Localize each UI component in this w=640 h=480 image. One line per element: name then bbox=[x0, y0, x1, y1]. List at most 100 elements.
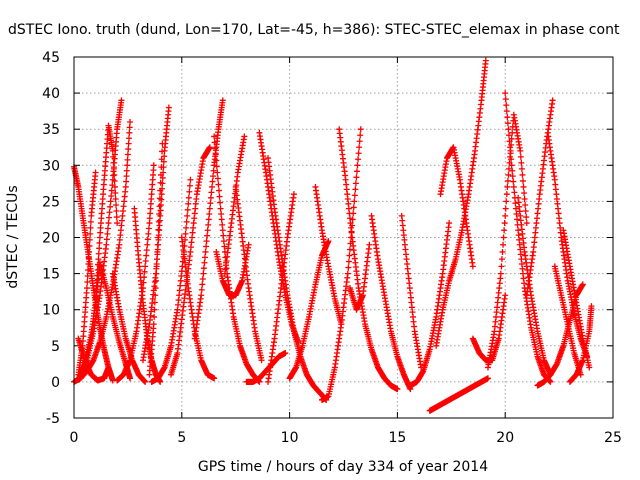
data-point-marker bbox=[142, 263, 149, 270]
data-point-marker bbox=[345, 264, 352, 271]
data-point-marker bbox=[356, 138, 363, 145]
data-markers bbox=[71, 57, 595, 414]
data-point-marker bbox=[151, 299, 158, 306]
data-point-marker bbox=[108, 192, 115, 199]
data-point-marker bbox=[85, 260, 92, 267]
data-point-marker bbox=[509, 173, 516, 180]
data-point-marker bbox=[520, 183, 527, 190]
data-point-marker bbox=[183, 218, 190, 225]
data-point-marker bbox=[159, 148, 166, 155]
data-point-marker bbox=[206, 205, 213, 212]
data-point-marker bbox=[122, 183, 129, 190]
data-point-marker bbox=[523, 214, 530, 221]
data-point-marker bbox=[156, 195, 163, 202]
data-point-marker bbox=[155, 226, 162, 233]
y-tick-label: 10 bbox=[42, 303, 60, 319]
data-point-marker bbox=[96, 245, 103, 252]
chart-title: dSTEC Iono. truth (dund, Lon=170, Lat=-4… bbox=[8, 22, 620, 38]
data-point-marker bbox=[152, 285, 159, 292]
data-point-marker bbox=[211, 133, 218, 140]
y-tick-label: 40 bbox=[42, 86, 60, 102]
data-point-marker bbox=[208, 183, 215, 190]
data-point-marker bbox=[503, 198, 510, 205]
data-point-marker bbox=[353, 174, 360, 181]
data-point-marker bbox=[350, 204, 357, 211]
data-point-marker bbox=[353, 168, 360, 175]
data-point-marker bbox=[215, 181, 222, 188]
data-point-marker bbox=[504, 177, 511, 184]
data-point-marker bbox=[219, 221, 226, 228]
data-point-marker bbox=[113, 208, 120, 215]
data-point-marker bbox=[153, 270, 160, 277]
data-point-marker bbox=[201, 254, 208, 261]
data-point-marker bbox=[123, 173, 130, 180]
y-tick-label: 30 bbox=[42, 158, 60, 174]
data-point-marker bbox=[519, 171, 526, 178]
data-point-marker bbox=[141, 268, 148, 275]
data-point-marker bbox=[157, 171, 164, 178]
data-point-marker bbox=[214, 169, 221, 176]
data-point-marker bbox=[519, 177, 526, 184]
data-point-marker bbox=[214, 175, 221, 182]
data-point-marker bbox=[113, 214, 120, 221]
data-point-marker bbox=[126, 129, 133, 136]
data-point-marker bbox=[124, 151, 131, 158]
axis-ticks: 0 5 10 15 20 25 -5 0 5 10 15 20 25 30 35 40 45 bbox=[42, 50, 622, 446]
data-point-marker bbox=[501, 220, 508, 227]
data-point-marker bbox=[87, 218, 94, 225]
data-point-marker bbox=[84, 273, 91, 280]
series-track bbox=[318, 126, 364, 403]
data-point-marker bbox=[518, 159, 525, 166]
data-point-marker bbox=[198, 286, 205, 293]
data-point-marker bbox=[499, 248, 506, 255]
x-tick-label: 25 bbox=[604, 430, 622, 446]
data-point-marker bbox=[211, 139, 218, 146]
data-point-marker bbox=[523, 220, 530, 227]
data-point-marker bbox=[86, 248, 93, 255]
data-point-marker bbox=[201, 259, 208, 266]
data-point-marker bbox=[159, 140, 166, 147]
data-point-marker bbox=[203, 243, 210, 250]
data-point-marker bbox=[504, 120, 511, 127]
data-point-marker bbox=[210, 167, 217, 174]
data-point-marker bbox=[143, 247, 150, 254]
data-point-marker bbox=[219, 97, 226, 104]
series-track bbox=[191, 97, 226, 342]
series-track bbox=[243, 350, 289, 385]
data-point-marker bbox=[124, 162, 131, 169]
data-point-marker bbox=[522, 202, 529, 209]
data-point-marker bbox=[184, 212, 191, 219]
data-point-marker bbox=[186, 188, 193, 195]
data-point-marker bbox=[469, 263, 476, 270]
y-tick-label: 25 bbox=[42, 194, 60, 210]
data-point-marker bbox=[282, 350, 289, 357]
data-point-marker bbox=[157, 207, 164, 214]
data-point-marker bbox=[508, 162, 515, 169]
data-point-marker bbox=[221, 243, 228, 250]
data-point-marker bbox=[220, 232, 227, 239]
data-point-marker bbox=[355, 156, 362, 163]
data-point-marker bbox=[157, 202, 164, 209]
data-point-marker bbox=[215, 187, 222, 194]
data-point-marker bbox=[504, 114, 511, 121]
data-point-marker bbox=[118, 97, 125, 104]
series-track bbox=[502, 90, 554, 385]
data-point-marker bbox=[125, 146, 132, 153]
data-point-marker bbox=[144, 241, 151, 248]
y-tick-label: 45 bbox=[42, 50, 60, 66]
data-point-marker bbox=[502, 205, 509, 212]
data-point-marker bbox=[217, 199, 224, 206]
data-point-marker bbox=[204, 232, 211, 239]
data-point-marker bbox=[205, 221, 212, 228]
data-point-marker bbox=[517, 153, 524, 160]
data-point-marker bbox=[218, 216, 225, 223]
data-point-marker bbox=[345, 258, 352, 265]
data-point-marker bbox=[498, 256, 505, 263]
data-point-marker bbox=[212, 151, 219, 158]
data-point-marker bbox=[85, 254, 92, 261]
data-point-marker bbox=[161, 153, 168, 160]
data-point-marker bbox=[127, 375, 134, 382]
data-point-marker bbox=[107, 198, 114, 205]
data-point-marker bbox=[209, 178, 216, 185]
data-point-marker bbox=[355, 150, 362, 157]
